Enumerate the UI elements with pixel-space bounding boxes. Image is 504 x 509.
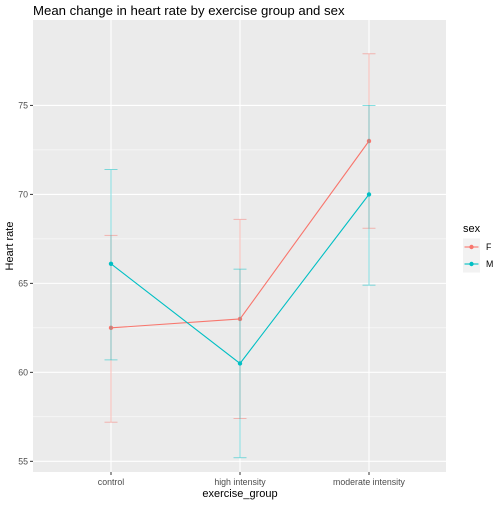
series-M bbox=[104, 105, 376, 459]
data-point bbox=[108, 261, 114, 266]
y-tick-label: 65 bbox=[18, 278, 28, 288]
x-tick-label: high intensity bbox=[214, 477, 266, 487]
legend-key-F bbox=[463, 238, 480, 256]
y-axis-title: Heart rate bbox=[4, 222, 16, 271]
axis-layer: 55 60 65 70 75 control high intensity moderate … bbox=[18, 100, 405, 487]
y-tick-label: 75 bbox=[18, 100, 28, 110]
series-layer bbox=[104, 53, 376, 459]
legend: sex FM bbox=[463, 223, 493, 273]
data-point bbox=[366, 192, 372, 197]
legend-label: F bbox=[486, 242, 492, 252]
chart-title: Mean change in heart rate by exercise gr… bbox=[33, 3, 345, 18]
y-tick-label: 70 bbox=[18, 189, 28, 199]
y-tick-label: 60 bbox=[18, 367, 28, 377]
legend-key-point bbox=[469, 261, 474, 267]
legend-key-M bbox=[463, 255, 480, 273]
legend-label: M bbox=[486, 259, 493, 269]
legend-title: sex bbox=[463, 223, 481, 235]
y-tick-label: 55 bbox=[18, 456, 28, 466]
data-point bbox=[237, 361, 243, 366]
x-tick-label: moderate intensity bbox=[333, 477, 405, 487]
x-tick-label: control bbox=[98, 477, 124, 487]
x-axis-title: exercise_group bbox=[202, 488, 277, 500]
legend-key-point bbox=[469, 244, 474, 250]
